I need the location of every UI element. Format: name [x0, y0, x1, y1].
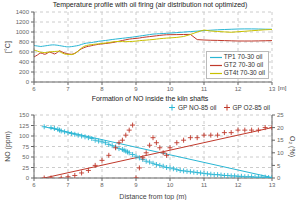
svg-text:12: 12 [235, 86, 242, 92]
html-text:Formation of NO inside the kil: Formation of NO inside the kiln shafts [91, 95, 209, 102]
svg-text:10: 10 [167, 182, 174, 188]
svg-text:11: 11 [201, 86, 208, 92]
svg-text:50: 50 [22, 154, 29, 160]
svg-text:[°C]: [°C] [8, 41, 12, 53]
svg-text:7: 7 [66, 86, 70, 92]
svg-text:9: 9 [134, 86, 138, 92]
svg-text:10: 10 [277, 150, 284, 156]
svg-text:7: 7 [66, 182, 70, 188]
svg-text:9: 9 [134, 182, 138, 188]
html-text:GP NO-85 oil: GP NO-85 oil [178, 103, 217, 111]
svg-text:6: 6 [32, 182, 36, 188]
svg-text:NO (ppm): NO (ppm) [8, 131, 12, 162]
svg-text:600: 600 [19, 49, 30, 55]
html-text:GT4t 70-30 oil: GT4t 70-30 oil [223, 69, 265, 76]
svg-text:100: 100 [19, 133, 30, 139]
svg-text:[m]: [m] [278, 85, 287, 91]
svg-text:400: 400 [19, 59, 30, 65]
svg-text:0: 0 [277, 175, 281, 181]
svg-text:Distance from top (m): Distance from top (m) [119, 193, 186, 200]
svg-text:5: 5 [277, 163, 281, 169]
svg-text:15: 15 [277, 137, 284, 143]
svg-text:O₂ (%): O₂ (%) [288, 136, 292, 157]
html-text:GP O2-85 oil: GP O2-85 oil [232, 103, 270, 111]
svg-text:10: 10 [167, 86, 174, 92]
svg-text:0: 0 [26, 175, 30, 181]
svg-text:200: 200 [19, 69, 30, 75]
svg-text:1000: 1000 [16, 29, 30, 35]
svg-text:0: 0 [26, 79, 30, 85]
html-text:TP1 70-30 oil: TP1 70-30 oil [223, 53, 263, 60]
svg-text:20: 20 [277, 125, 284, 131]
html-text:GT2 70-30 oil: GT2 70-30 oil [223, 61, 264, 68]
svg-text:6: 6 [32, 86, 36, 92]
svg-text:1400: 1400 [16, 9, 30, 15]
svg-text:13: 13 [269, 86, 276, 92]
svg-text:12: 12 [235, 182, 242, 188]
svg-text:8: 8 [100, 182, 104, 188]
svg-text:25: 25 [22, 165, 29, 171]
html-text:Temperature profile with oil f: Temperature profile with oil firing (air… [52, 1, 248, 8]
svg-text:125: 125 [19, 123, 30, 129]
svg-text:150: 150 [19, 112, 30, 118]
svg-text:1200: 1200 [16, 19, 30, 25]
svg-text:25: 25 [277, 112, 284, 118]
svg-text:8: 8 [100, 86, 104, 92]
svg-text:13: 13 [269, 182, 276, 188]
svg-text:800: 800 [19, 39, 30, 45]
svg-text:75: 75 [22, 144, 29, 150]
svg-text:11: 11 [201, 182, 208, 188]
